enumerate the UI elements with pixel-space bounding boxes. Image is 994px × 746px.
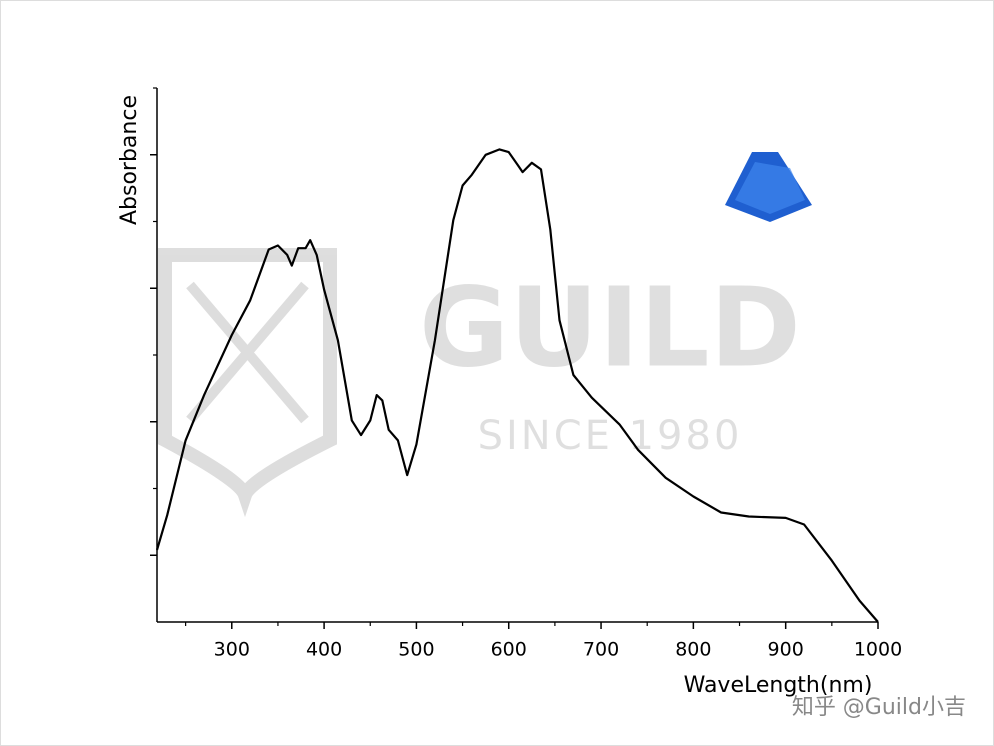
x-tick-label: 900 bbox=[768, 639, 804, 661]
x-tick-label: 500 bbox=[398, 639, 434, 661]
x-tick-label: 1000 bbox=[854, 639, 902, 661]
watermark-title: GUILD bbox=[419, 263, 801, 391]
x-tick-label: 400 bbox=[306, 639, 342, 661]
y-axis-label: Absorbance bbox=[117, 95, 142, 225]
x-tick-label: 700 bbox=[583, 639, 619, 661]
gem-icon bbox=[725, 152, 812, 222]
x-tick-label: 300 bbox=[214, 639, 250, 661]
watermark-shield bbox=[158, 248, 337, 518]
x-tick-label: 600 bbox=[491, 639, 527, 661]
line-series bbox=[155, 148, 879, 623]
watermark-subtitle: SINCE 1980 bbox=[478, 413, 743, 459]
x-axis-label: WaveLength(nm) bbox=[684, 673, 873, 698]
x-tick-label: 800 bbox=[675, 639, 711, 661]
credit: 知乎 @Guild小吉 bbox=[792, 695, 966, 720]
